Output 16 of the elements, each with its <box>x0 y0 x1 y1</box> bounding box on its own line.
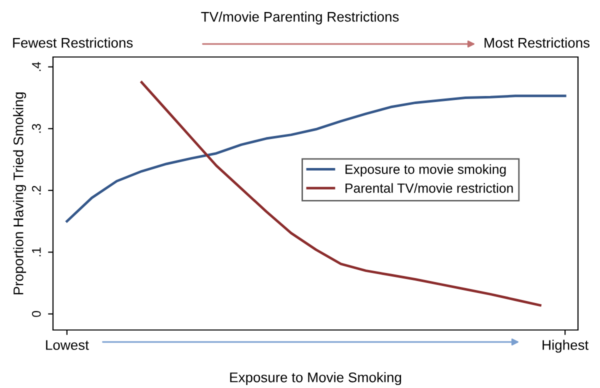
x-tick-label: Lowest <box>46 340 89 350</box>
text: Most Restrictions <box>484 38 590 48</box>
legend-label: Parental TV/movie restriction <box>346 183 513 193</box>
line-series <box>140 81 542 307</box>
chart-title: TV/movie Parenting Restrictions <box>201 12 399 24</box>
legend-label: Exposure to movie smoking <box>346 164 506 177</box>
x-axis-title: Exposure to Movie Smoking <box>230 372 402 386</box>
line-series <box>66 94 566 223</box>
y-tick-label: .1 <box>32 248 41 256</box>
text: Fewest Restrictions <box>13 38 133 48</box>
y-tick-label: .2 <box>32 186 41 194</box>
x-tick-label: Highest <box>542 340 588 353</box>
y-axis-title: Proportion Having Tried Smoking <box>13 92 26 294</box>
y-tick-label: .3 <box>32 124 41 133</box>
y-tick-label: .4 <box>32 62 41 71</box>
y-tick-label: 0 <box>32 310 41 317</box>
